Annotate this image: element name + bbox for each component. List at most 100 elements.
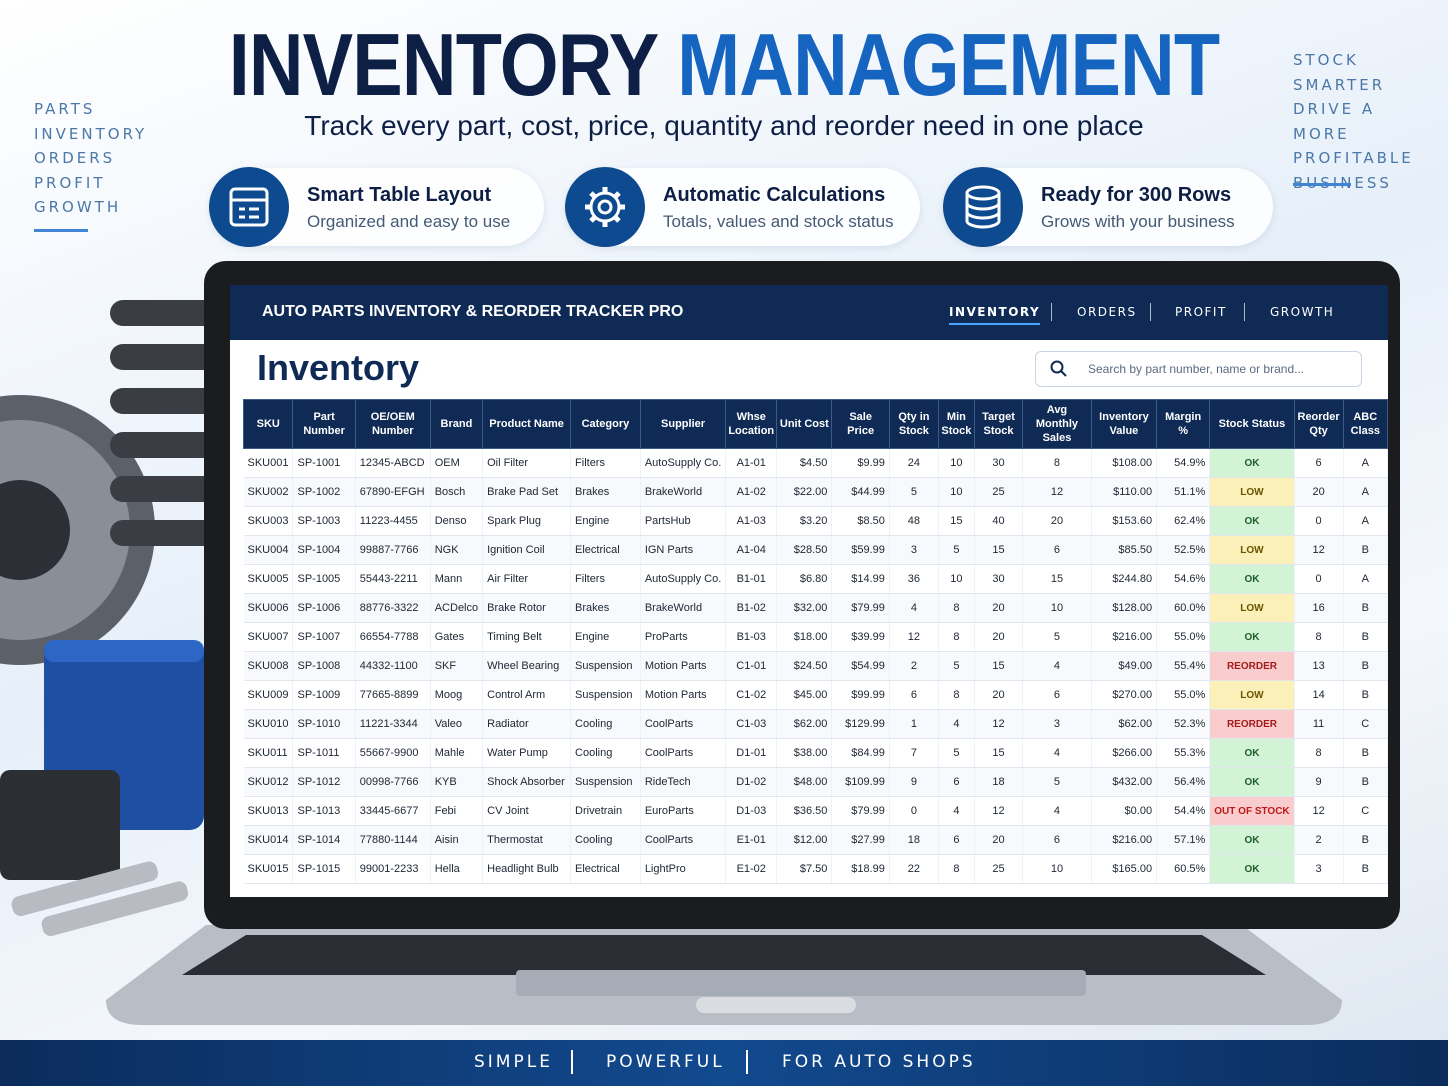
table-cell: $39.99 [831, 622, 890, 652]
table-cell: 52.5% [1156, 535, 1211, 565]
table-cell: Brake Pad Set [482, 477, 572, 507]
table-cell: Filters [570, 448, 641, 478]
table-cell: SKU005 [243, 564, 294, 594]
table-cell: $44.99 [831, 477, 890, 507]
column-header: Margin % [1156, 399, 1211, 449]
table-cell: Aisin [430, 825, 484, 855]
table-cell: SKF [430, 651, 484, 681]
table-cell: $28.50 [776, 535, 833, 565]
table-cell: CoolParts [640, 709, 727, 739]
table-cell: 40 [974, 506, 1024, 536]
search-box[interactable]: Search by part number, name or brand... [1035, 351, 1362, 387]
table-cell: Brakes [570, 477, 641, 507]
table-row: SKU012 SP-1012 00998-7766 KYB Shock Absorber… [243, 767, 1388, 797]
table-cell: $108.00 [1091, 448, 1158, 478]
table-cell: Cooling [570, 825, 641, 855]
table-cell: SKU010 [243, 709, 294, 739]
table-cell: A [1343, 448, 1388, 478]
column-header: Inventory Value [1090, 399, 1158, 449]
icon-database [943, 167, 1023, 247]
table-cell: LOW [1209, 593, 1295, 623]
table-cell: $3.20 [776, 506, 833, 536]
table-cell: Gates [430, 622, 484, 652]
feature-card: Automatic Calculations Totals, values an… [565, 167, 920, 247]
table-cell: OK [1209, 738, 1295, 768]
table-cell: OK [1209, 564, 1295, 594]
table-cell: $18.00 [776, 622, 833, 652]
table-cell: 11223-4455 [355, 506, 431, 536]
nav-separator [1244, 303, 1245, 321]
table-cell: 20 [974, 622, 1024, 652]
table-cell: 3 [1294, 854, 1344, 884]
table-cell: 77665-8899 [355, 680, 431, 710]
table-cell: Hella [430, 854, 484, 884]
table-cell: SP-1015 [292, 854, 356, 884]
table-cell: 12 [1294, 535, 1344, 565]
table-cell: $62.00 [1091, 709, 1158, 739]
column-header: Stock Status [1209, 399, 1295, 449]
table-cell: $48.00 [776, 767, 833, 797]
table-cell: 54.9% [1156, 448, 1211, 478]
table-cell: 20 [974, 680, 1024, 710]
table-cell: 3 [889, 535, 939, 565]
side-item: DRIVE A [1293, 100, 1376, 118]
side-item: ORDERS [34, 149, 116, 167]
table-cell: LOW [1209, 535, 1295, 565]
table-cell: E1-01 [725, 825, 778, 855]
table-cell: 52.3% [1156, 709, 1211, 739]
table-cell: D1-02 [725, 767, 778, 797]
table-cell: A1-03 [725, 506, 778, 536]
nav-tab[interactable]: ORDERS [1077, 305, 1137, 319]
table-cell: IGN Parts [640, 535, 727, 565]
left-list: PARTS INVENTORY ORDERS PROFIT GROWTH [34, 97, 147, 220]
table-cell: 48 [889, 506, 939, 536]
icon-gear [565, 167, 645, 247]
table-cell: 13 [1294, 651, 1344, 681]
column-header: OE/OEM Number [354, 399, 431, 449]
table-cell: 2 [1294, 825, 1344, 855]
table-cell: B1-03 [725, 622, 778, 652]
table-cell: 6 [889, 680, 939, 710]
table-cell: 66554-7788 [355, 622, 431, 652]
table-cell: SKU015 [243, 854, 294, 884]
table-cell: Headlight Bulb [482, 854, 572, 884]
column-header: Qty in Stock [888, 399, 939, 449]
nav-tab[interactable]: INVENTORY [949, 305, 1041, 325]
column-header: Sale Price [831, 399, 890, 449]
table-cell: $32.00 [776, 593, 833, 623]
table-cell: Motion Parts [640, 680, 727, 710]
table-cell: 99001-2233 [355, 854, 431, 884]
table-cell: 55.0% [1156, 622, 1211, 652]
table-cell: 18 [974, 767, 1024, 797]
table-cell: $165.00 [1091, 854, 1158, 884]
table-cell: 30 [974, 448, 1024, 478]
footer-item: POWERFUL [606, 1052, 725, 1072]
table-cell: 5 [889, 477, 939, 507]
table-cell: 4 [1022, 651, 1092, 681]
nav-tab[interactable]: PROFIT [1175, 305, 1227, 319]
table-cell: A1-02 [725, 477, 778, 507]
table-cell: Suspension [570, 651, 641, 681]
nav-tab[interactable]: GROWTH [1270, 305, 1335, 319]
table-cell: 0 [1294, 564, 1344, 594]
table-cell: 5 [1022, 622, 1092, 652]
table-cell: Air Filter [482, 564, 572, 594]
table-cell: Oil Filter [482, 448, 572, 478]
table-cell: C [1343, 796, 1388, 826]
table-cell: 55.4% [1156, 651, 1211, 681]
table-cell: 15 [974, 738, 1024, 768]
right-list: STOCK SMARTER DRIVE A MORE PROFITABLE BUSINE… [1293, 48, 1448, 195]
table-cell: 8 [1294, 738, 1344, 768]
table-cell: 5 [938, 535, 975, 565]
table-cell: 4 [1022, 738, 1092, 768]
table-cell: CoolParts [640, 825, 727, 855]
table-cell: $24.50 [776, 651, 833, 681]
table-cell: A1-04 [725, 535, 778, 565]
table-cell: 20 [1022, 506, 1092, 536]
table-row: SKU008 SP-1008 44332-1100 SKF Wheel Bearing S… [243, 651, 1388, 681]
table-cell: C1-01 [725, 651, 778, 681]
table-cell: B1-01 [725, 564, 778, 594]
nav-separator [1051, 303, 1052, 321]
table-cell: OK [1209, 448, 1295, 478]
table-cell: 18 [889, 825, 939, 855]
